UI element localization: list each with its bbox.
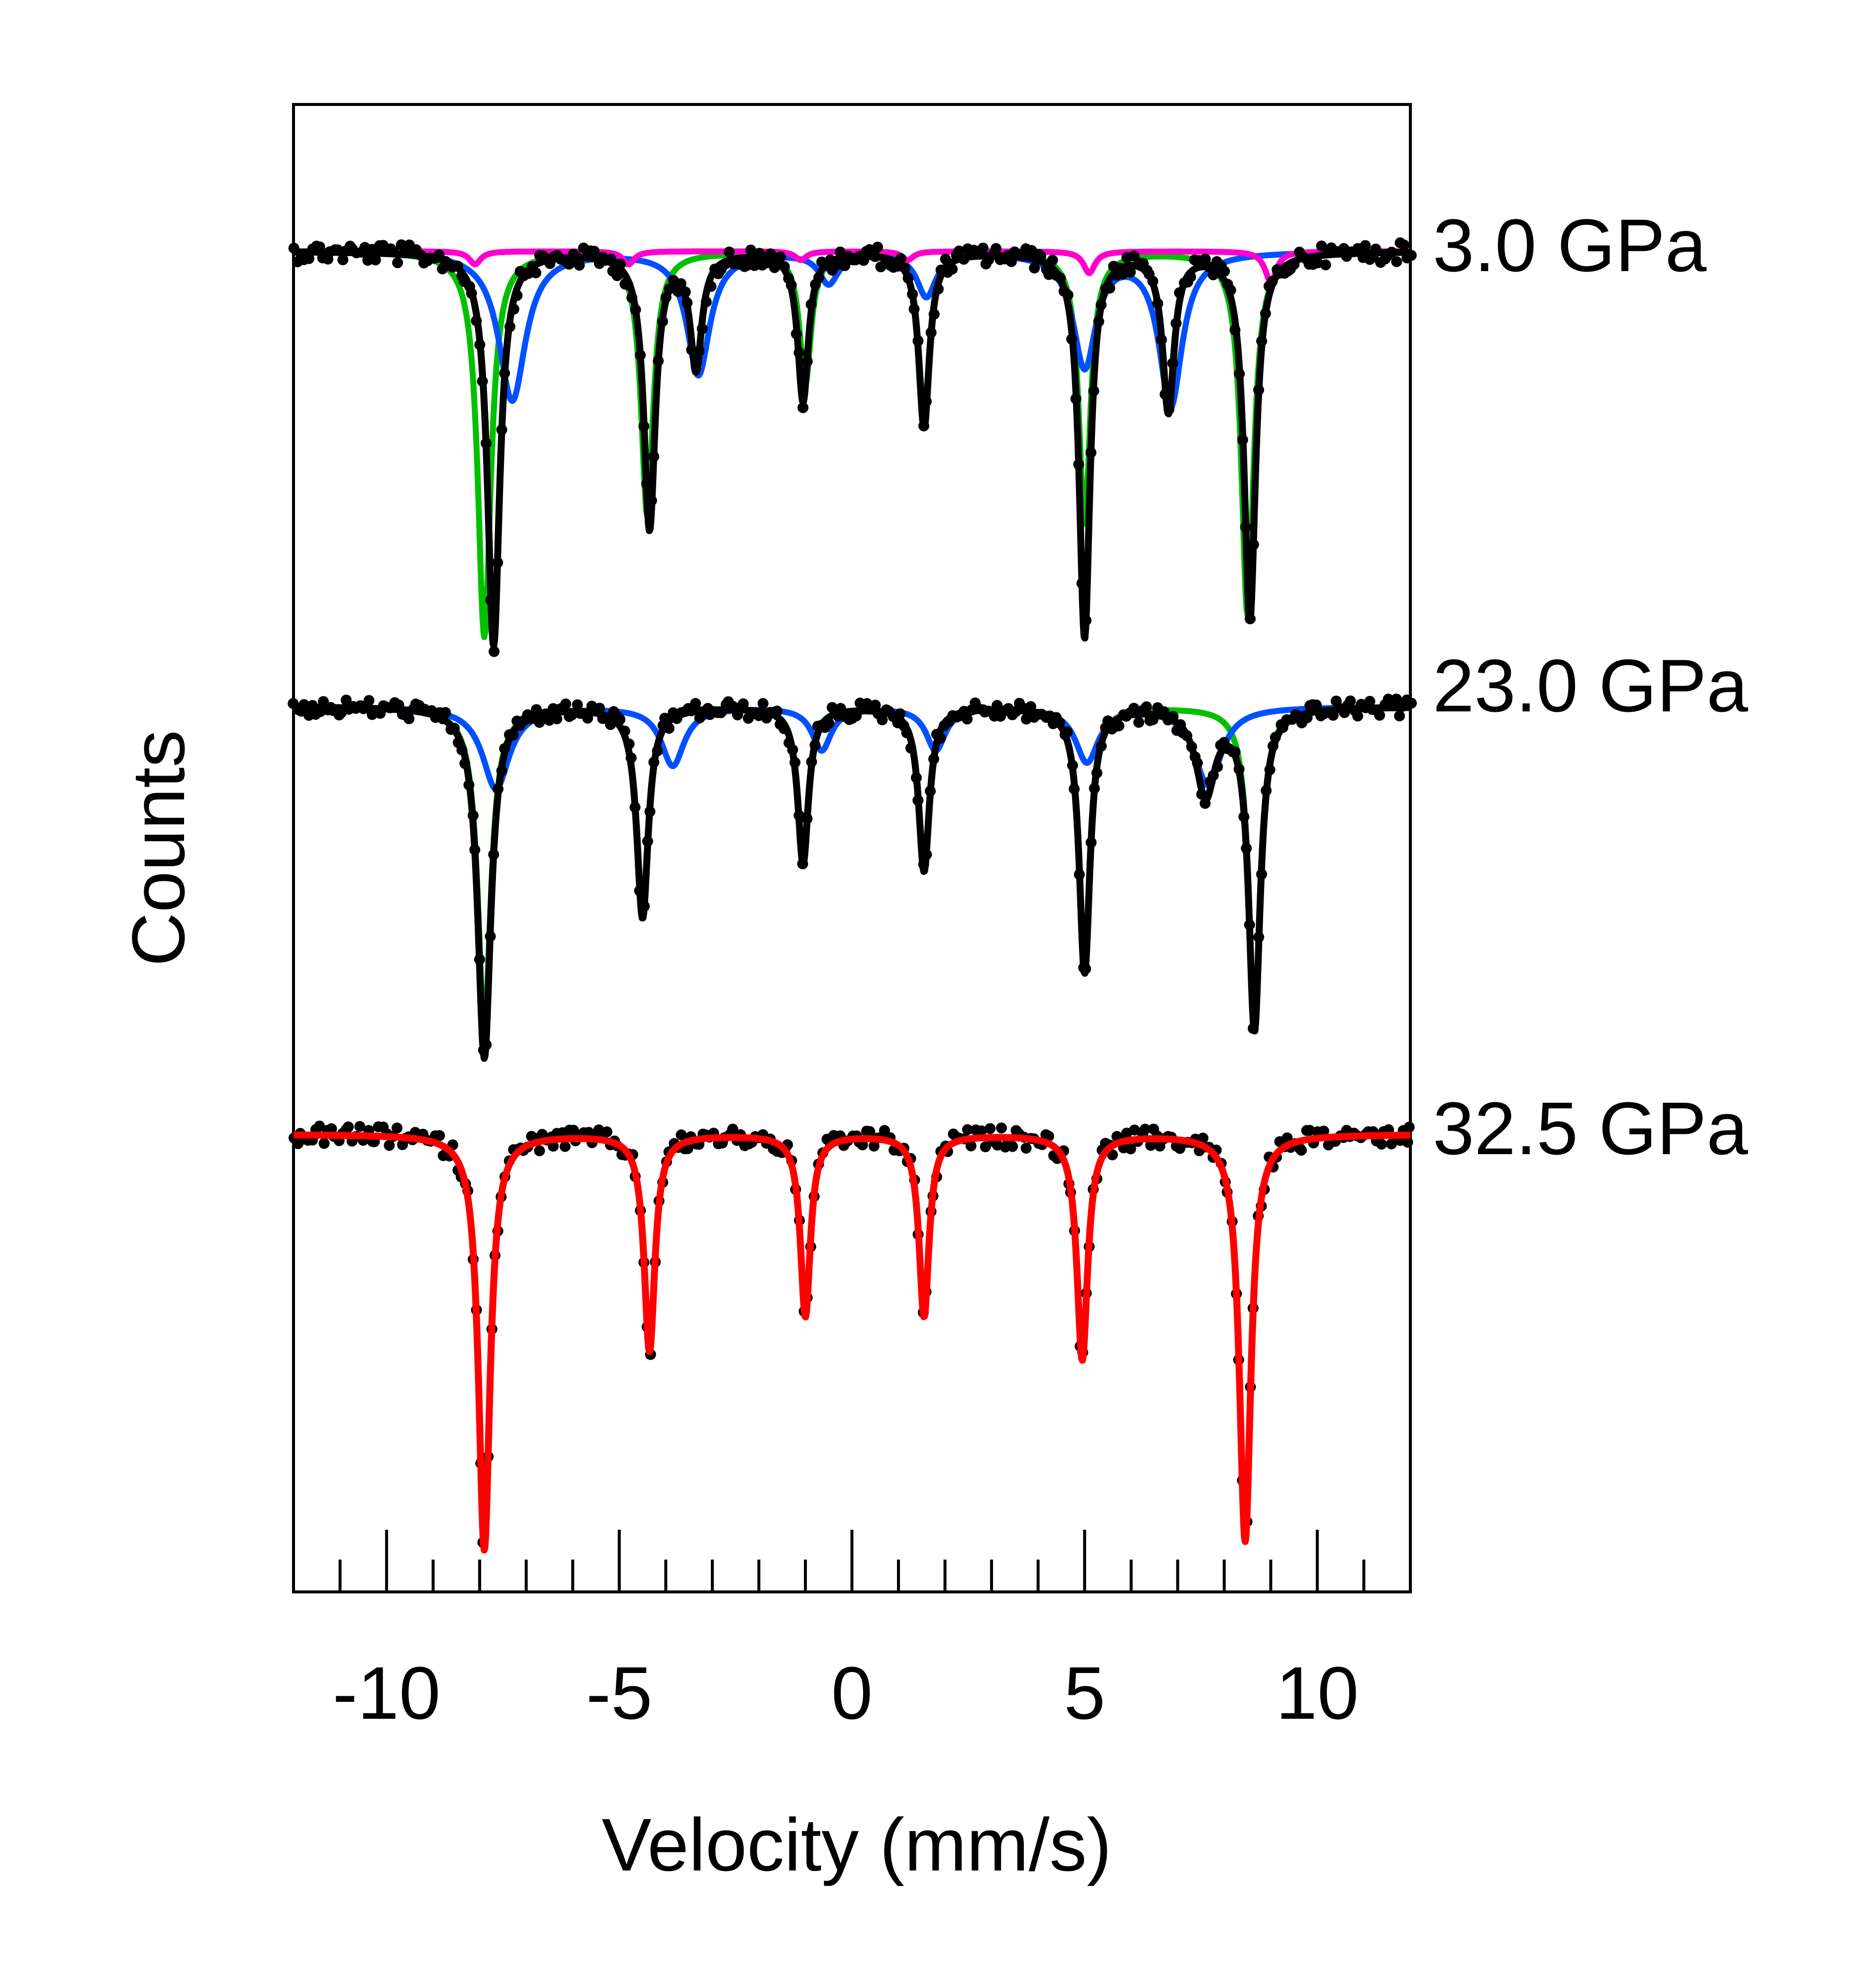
data-point <box>690 698 701 709</box>
data-point <box>976 1125 987 1137</box>
x-axis-title: Velocity (mm/s) <box>601 1803 1111 1886</box>
data-point <box>354 1121 366 1132</box>
data-point <box>489 646 500 657</box>
data-point <box>1403 1121 1415 1133</box>
total-fit-line <box>291 703 1413 1062</box>
x-axis-tick-labels: -10 -5 0 5 10 <box>333 1651 1359 1735</box>
data-point <box>877 714 888 725</box>
x-tick-label: -10 <box>333 1651 441 1735</box>
data-point <box>1318 1125 1329 1137</box>
pressure-labels: 3.0 GPa 23.0 GPa 32.5 GPa <box>1433 203 1748 1170</box>
data-point <box>745 244 757 256</box>
data-point <box>1320 259 1331 271</box>
data-point <box>1311 699 1322 711</box>
data-point <box>953 245 965 257</box>
data-point <box>574 260 585 271</box>
data-point <box>990 243 1002 254</box>
data-point <box>1007 1141 1018 1152</box>
data-point <box>534 1145 545 1157</box>
total-fit-line <box>291 248 1413 650</box>
data-point <box>403 713 415 724</box>
data-point <box>1394 710 1405 722</box>
data-point <box>589 245 600 257</box>
data-point <box>1029 262 1040 274</box>
data-point <box>370 254 381 266</box>
data-point <box>1352 710 1364 722</box>
pressure-label: 23.0 GPa <box>1433 644 1748 727</box>
data-point <box>727 1123 738 1135</box>
panel-1 <box>288 237 1417 657</box>
data-point <box>392 1122 403 1134</box>
x-tick-label: -5 <box>586 1651 652 1735</box>
pressure-label: 32.5 GPa <box>1433 1086 1748 1170</box>
data-point <box>1390 693 1402 705</box>
data-point <box>1374 709 1385 721</box>
panel-2 <box>288 693 1417 1062</box>
data-point <box>1402 1137 1413 1148</box>
data-point <box>1360 240 1371 251</box>
data-point <box>551 713 563 724</box>
data-point <box>340 694 352 706</box>
data-point <box>1398 239 1410 251</box>
data-point <box>1141 701 1152 712</box>
data-point <box>601 1126 612 1138</box>
data-point <box>797 402 809 413</box>
x-axis-ticks <box>292 1530 1412 1592</box>
data-point <box>978 242 988 254</box>
data-point <box>384 1140 395 1151</box>
data-point <box>864 1126 876 1137</box>
component-fit-3 <box>291 248 1413 285</box>
data-point <box>1020 1143 1032 1154</box>
y-axis-title: Counts <box>116 730 200 966</box>
data-point <box>1145 1140 1157 1151</box>
spectra <box>288 237 1417 1554</box>
data-point <box>962 1124 973 1135</box>
data-point <box>676 1129 687 1141</box>
data-point <box>1197 1132 1209 1144</box>
data-point <box>563 259 575 270</box>
data-point <box>1125 1143 1136 1155</box>
data-point <box>343 1121 354 1133</box>
x-tick-label: 0 <box>831 1651 873 1735</box>
data-point <box>337 254 349 266</box>
data-point <box>996 1122 1007 1134</box>
data-point <box>826 702 838 713</box>
data-point <box>1295 1145 1307 1156</box>
data-point <box>1345 695 1356 706</box>
data-point <box>965 1140 977 1152</box>
data-point <box>1129 1124 1140 1136</box>
data-point <box>303 253 314 264</box>
data-point <box>1133 717 1145 728</box>
data-point <box>434 1130 445 1141</box>
data-point <box>560 698 572 710</box>
data-point <box>572 699 583 710</box>
data-point <box>1376 1139 1387 1150</box>
data-point <box>559 1141 571 1152</box>
data-point <box>1391 256 1402 267</box>
data-point <box>318 1138 330 1149</box>
data-point <box>839 260 851 271</box>
panel-3 <box>289 1120 1415 1554</box>
data-point <box>1139 1123 1151 1135</box>
data-point <box>723 246 735 258</box>
data-point <box>363 695 375 706</box>
data-point <box>757 698 769 709</box>
x-tick-label: 10 <box>1276 1651 1359 1735</box>
data-point <box>362 255 374 266</box>
data-point <box>872 241 884 253</box>
data-point <box>985 1123 996 1134</box>
data-point <box>749 260 760 271</box>
pressure-label: 3.0 GPa <box>1433 203 1707 287</box>
x-tick-label: 5 <box>1064 1651 1105 1735</box>
data-point <box>392 257 403 269</box>
total-fit-line <box>291 1131 1413 1554</box>
data-point <box>962 713 973 725</box>
